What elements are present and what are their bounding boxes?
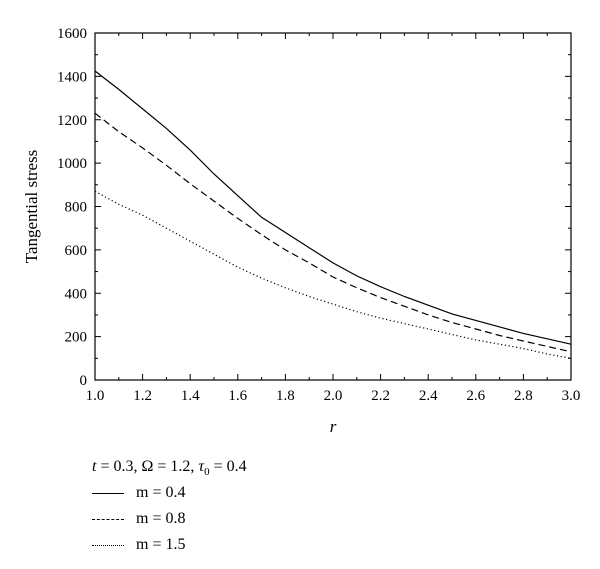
x-tick-label: 2.4: [419, 388, 438, 404]
legend-label: m = 0.4: [136, 484, 186, 501]
solid-line-swatch: [92, 493, 124, 495]
series-line-2: [94, 112, 572, 353]
y-tick-label: 0: [80, 373, 88, 389]
dashed-line-swatch: [92, 519, 124, 521]
dotted-line-swatch: [92, 545, 124, 547]
x-tick-label: 3.0: [562, 388, 581, 404]
legend-label: m = 1.5: [136, 536, 186, 553]
y-tick-label: 1600: [57, 26, 87, 42]
x-tick-label: 2.6: [466, 388, 485, 404]
y-axis: 0 200 400 600 800 1000 1200 1400 1600: [57, 26, 571, 389]
x-tick-label: 2.2: [371, 388, 390, 404]
x-tick-label: 2.0: [324, 388, 343, 404]
plot-frame: [94, 32, 572, 381]
series-layer: [94, 70, 572, 359]
y-tick-label: 800: [65, 200, 88, 216]
legend-entry-m-1-5: m = 1.5: [92, 532, 247, 558]
y-tick-label: 1400: [57, 69, 87, 85]
y-axis-title: Tangential stress: [22, 150, 41, 264]
y-tick-label: 1000: [57, 156, 87, 172]
y-tick-label: 1200: [57, 113, 87, 129]
x-tick-label: 1.6: [228, 388, 247, 404]
legend-entry-m-0-4: m = 0.4: [92, 480, 247, 506]
x-tick-label: 2.8: [514, 388, 533, 404]
x-axis-title: r: [330, 417, 337, 436]
legend-label: m = 0.8: [136, 510, 186, 527]
series-line-3: [94, 190, 572, 359]
y-tick-label: 200: [65, 330, 88, 346]
series-line-1: [94, 70, 572, 345]
legend-entry-m-0-8: m = 0.8: [92, 506, 247, 532]
y-tick-label: 600: [65, 243, 88, 259]
x-tick-label: 1.2: [133, 388, 152, 404]
y-tick-label: 400: [65, 286, 88, 302]
x-axis: 1.0 1.2 1.4 1.6 1.8 2.0 2.2 2.4 2.6 2.8 3.0: [86, 33, 581, 404]
legend: t = 0.3, Ω = 1.2, τ0 = 0.4 m = 0.4 m = 0…: [92, 454, 247, 558]
legend-parameters: t = 0.3, Ω = 1.2, τ0 = 0.4: [92, 458, 247, 479]
x-tick-label: 1.8: [276, 388, 295, 404]
x-tick-label: 1.4: [181, 388, 200, 404]
x-tick-label: 1.0: [86, 388, 105, 404]
